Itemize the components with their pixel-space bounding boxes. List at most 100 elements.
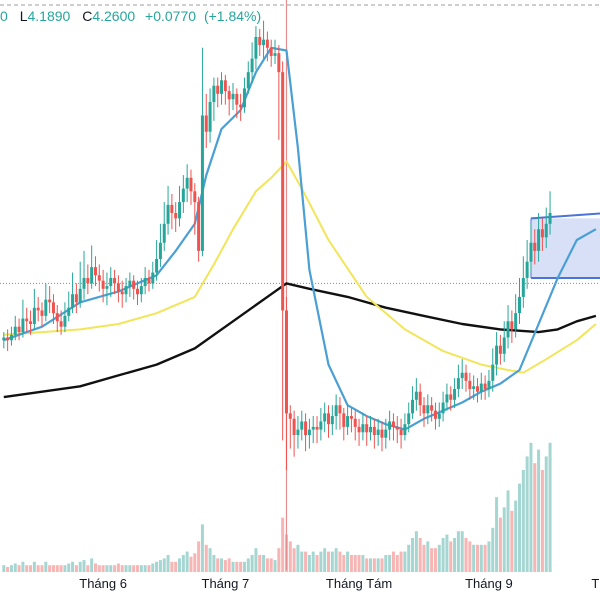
volume-bar (411, 538, 415, 572)
x-tick-label: Tháng 9 (465, 576, 513, 591)
candle-body (204, 115, 208, 132)
candle-body (6, 337, 10, 341)
candle-body (71, 294, 75, 308)
volume-bar (17, 565, 21, 572)
candle-body (307, 429, 311, 436)
volume-bar (518, 483, 521, 572)
volume-bar (472, 544, 476, 572)
volume-bar (319, 551, 323, 572)
candle-body (330, 416, 334, 425)
candle-body (193, 191, 197, 203)
volume-bar (269, 558, 273, 572)
candle-body (269, 47, 273, 56)
candle-body (273, 53, 277, 56)
volume-bar (44, 561, 48, 572)
candle-body (235, 93, 239, 105)
candle-body (277, 53, 281, 73)
volume-bar (315, 555, 319, 572)
volume-bar (109, 565, 113, 572)
volume-bar (529, 442, 533, 572)
pattern-zone[interactable] (530, 212, 600, 279)
volume-bar (48, 565, 52, 572)
candle-body (483, 383, 487, 389)
volume-bar (460, 531, 464, 572)
volume-bar (227, 558, 231, 572)
volume-bar (216, 558, 220, 572)
candle-body (25, 318, 29, 322)
candle-body (521, 277, 525, 297)
volume-bar (353, 555, 357, 572)
volume-bar (296, 544, 300, 572)
volume-bar (9, 565, 13, 572)
volume-bar (464, 538, 468, 572)
volume-bar (193, 553, 197, 572)
candle-body (468, 380, 472, 389)
close-value: 4.2600 (92, 8, 136, 24)
candle-body (380, 429, 384, 438)
volume-bar (323, 548, 327, 572)
candle-body (197, 202, 201, 251)
candle-body (529, 242, 533, 262)
volume-bar (433, 548, 437, 572)
volume-bar (200, 524, 204, 572)
volume-bar (59, 565, 63, 572)
candle-body (403, 424, 407, 436)
volume-bar (90, 558, 94, 572)
candle-body (59, 321, 63, 327)
candle-body (227, 91, 231, 100)
candle-body (93, 267, 97, 276)
candle-body (90, 267, 94, 284)
volume-bar (346, 551, 350, 572)
candle-body (9, 334, 13, 341)
candle-body (426, 405, 430, 414)
candle-body (464, 372, 468, 381)
volume-bar (158, 560, 162, 572)
volume-bar (479, 544, 483, 572)
volume-bar (166, 555, 170, 572)
candle-body (51, 302, 55, 314)
candle-body (479, 383, 483, 392)
candle-body (86, 277, 90, 284)
time-axis: Tháng 6 Tháng 7 Tháng Tám Tháng 9 Tháng 10 (79, 576, 600, 591)
candle-body (223, 80, 227, 92)
candle-body (166, 204, 170, 224)
volume-bar (441, 538, 445, 572)
candle-body (174, 212, 178, 219)
candle-body (284, 310, 288, 414)
change-percent: (+1.84%) (203, 8, 262, 24)
volume-bar (74, 565, 78, 572)
x-tick-label: Tháng 7 (202, 576, 250, 591)
candle-body (391, 421, 395, 427)
volume-bar (491, 527, 495, 572)
candle-body (544, 223, 548, 238)
candle-body (514, 313, 518, 330)
volume-bar (468, 541, 472, 572)
candle-body (304, 421, 308, 436)
candle-body (2, 337, 6, 341)
candle-body (525, 261, 529, 278)
volume-bar (78, 561, 82, 572)
candle-body (399, 429, 403, 436)
candle-body (262, 39, 266, 46)
volume-bar (399, 551, 403, 572)
candle-body (491, 364, 495, 381)
volume-bar (288, 541, 292, 572)
volume-bar (537, 449, 541, 572)
candle-body (181, 188, 185, 203)
candle-body (506, 321, 510, 338)
candle-body (311, 426, 315, 430)
volume-bar (338, 551, 342, 572)
candles (2, 20, 552, 471)
volume-bar (498, 517, 502, 572)
candle-body (376, 429, 380, 436)
volume-bar (506, 490, 510, 572)
candle-body (346, 416, 350, 427)
candle-body (430, 405, 434, 411)
candle-body (472, 386, 476, 389)
volume-bar (239, 561, 243, 572)
candle-body (17, 326, 21, 333)
candle-body (407, 413, 411, 425)
low-key: L (19, 8, 28, 24)
volume-bar (487, 541, 491, 572)
